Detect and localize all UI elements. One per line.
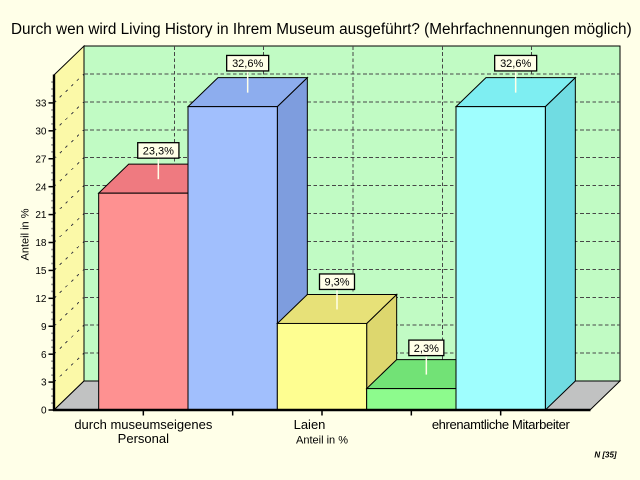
svg-text:32,6%: 32,6%: [232, 58, 263, 70]
svg-text:9,3%: 9,3%: [324, 277, 349, 289]
svg-text:3: 3: [41, 378, 47, 389]
svg-text:durch museumseigenes: durch museumseigenes: [74, 417, 213, 432]
svg-text:23,3%: 23,3%: [143, 145, 174, 157]
svg-text:Personal: Personal: [118, 431, 169, 446]
svg-text:9: 9: [41, 322, 47, 333]
svg-text:Laien: Laien: [294, 417, 326, 432]
svg-text:ehrenamtliche Mitarbeiter: ehrenamtliche Mitarbeiter: [432, 417, 571, 432]
svg-text:18: 18: [35, 238, 47, 249]
svg-text:21: 21: [35, 210, 47, 221]
svg-text:32,6%: 32,6%: [500, 58, 531, 70]
svg-text:33: 33: [35, 99, 47, 110]
svg-text:Anteil in %: Anteil in %: [20, 208, 32, 260]
svg-text:24: 24: [35, 182, 47, 193]
svg-text:12: 12: [35, 294, 47, 305]
svg-text:30: 30: [35, 126, 47, 137]
svg-text:0: 0: [41, 406, 47, 417]
svg-text:2,3%: 2,3%: [414, 343, 439, 355]
svg-text:6: 6: [41, 350, 47, 361]
svg-text:Durch wen wird Living History: Durch wen wird Living History in Ihrem M…: [11, 21, 632, 38]
svg-text:N [35]: N [35]: [594, 451, 617, 460]
svg-text:Anteil in %: Anteil in %: [296, 434, 348, 446]
svg-text:27: 27: [35, 154, 47, 165]
svg-text:15: 15: [35, 266, 47, 277]
